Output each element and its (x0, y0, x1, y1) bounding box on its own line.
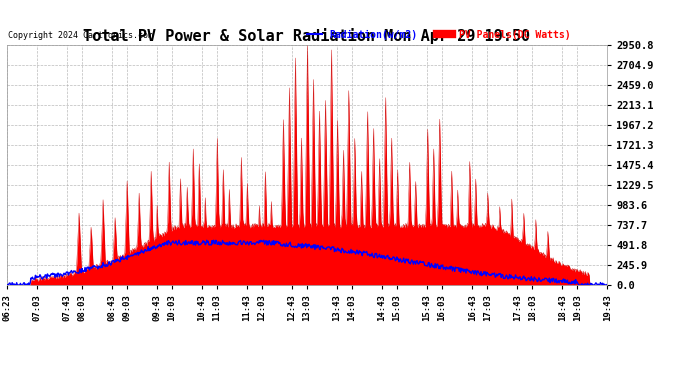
Text: Copyright 2024 Cartronics.com: Copyright 2024 Cartronics.com (8, 31, 153, 40)
Legend: Radiation(w/m2), PV Panels(DC Watts): Radiation(w/m2), PV Panels(DC Watts) (304, 26, 575, 44)
Title: Total PV Power & Solar Radiation Mon Apr 29 19:50: Total PV Power & Solar Radiation Mon Apr… (83, 28, 531, 44)
